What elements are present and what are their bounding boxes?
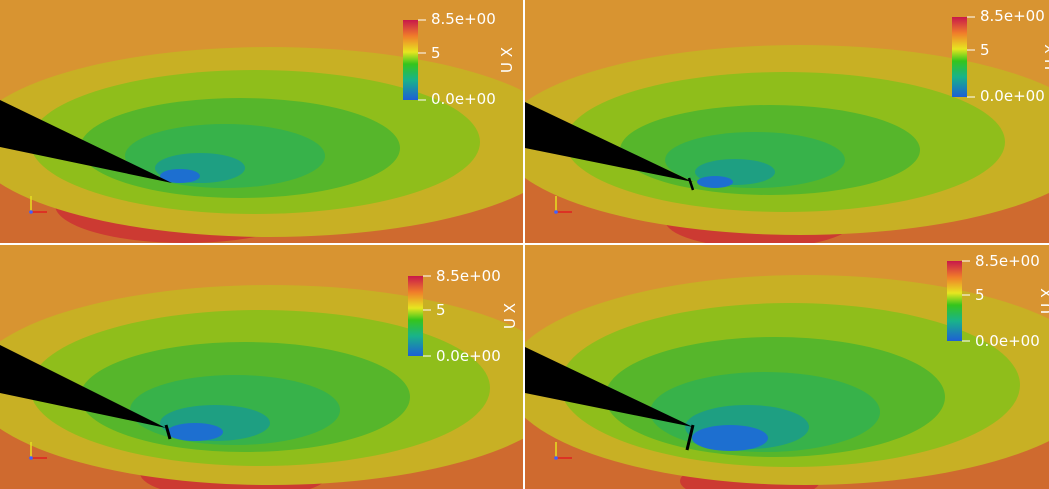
flap-plate xyxy=(685,424,695,451)
render-view-bottom-left[interactable]: 8.5e+00 5 0.0e+00 U X xyxy=(0,245,523,489)
render-view-top-right[interactable]: 8.5e+00 5 0.0e+00 U X xyxy=(525,0,1049,243)
colorbar-mid-label: 5 xyxy=(975,286,985,304)
contour-plot: 8.5e+00 5 0.0e+00 U X xyxy=(525,245,1049,489)
render-view-top-left[interactable]: 8.5e+00 5 0.0e+00 U X xyxy=(0,0,523,243)
colorbar-min-label: 0.0e+00 xyxy=(431,90,496,108)
colorbar-mid-label: 5 xyxy=(431,44,441,62)
colorbar-max-label: 8.5e+00 xyxy=(431,10,496,28)
colorbar-max-label: 8.5e+00 xyxy=(980,7,1045,25)
body-wedge xyxy=(0,345,166,428)
colorbar-max-label: 8.5e+00 xyxy=(436,267,501,285)
wake-blue-core xyxy=(692,425,768,451)
colorbar-mid-label: 5 xyxy=(436,301,446,319)
wake-blue-core xyxy=(167,423,223,441)
colorbar xyxy=(947,261,962,341)
colorbar-min-label: 0.0e+00 xyxy=(980,87,1045,105)
colorbar xyxy=(408,276,423,356)
colorbar-title: U X xyxy=(501,303,519,329)
colorbar-mid-label: 5 xyxy=(980,41,990,59)
body-wedge xyxy=(0,100,172,183)
colorbar xyxy=(403,20,418,100)
colorbar xyxy=(952,17,967,97)
colorbar-min-label: 0.0e+00 xyxy=(975,332,1040,350)
axes-triad xyxy=(554,442,572,460)
axes-triad xyxy=(29,442,47,460)
wake-blue-core xyxy=(160,169,200,183)
colorbar-min-label: 0.0e+00 xyxy=(436,347,501,365)
body-wedge xyxy=(525,102,693,182)
contour-plot: 8.5e+00 5 0.0e+00 U X xyxy=(0,0,523,243)
colorbar-title: U X xyxy=(1042,44,1049,70)
axes-triad xyxy=(554,196,572,214)
colorbar-title: U X xyxy=(498,47,516,73)
body-wedge xyxy=(525,347,693,427)
wake-blue-core xyxy=(697,176,733,188)
render-view-bottom-right[interactable]: 8.5e+00 5 0.0e+00 U X xyxy=(525,245,1049,489)
flap-plate xyxy=(687,177,695,191)
contour-plot: 8.5e+00 5 0.0e+00 U X xyxy=(0,245,523,489)
colorbar-max-label: 8.5e+00 xyxy=(975,252,1040,270)
colorbar-title: U X xyxy=(1038,288,1049,314)
contour-plot: 8.5e+00 5 0.0e+00 U X xyxy=(525,0,1049,243)
flap-plate xyxy=(164,424,172,440)
axes-triad xyxy=(29,196,47,214)
